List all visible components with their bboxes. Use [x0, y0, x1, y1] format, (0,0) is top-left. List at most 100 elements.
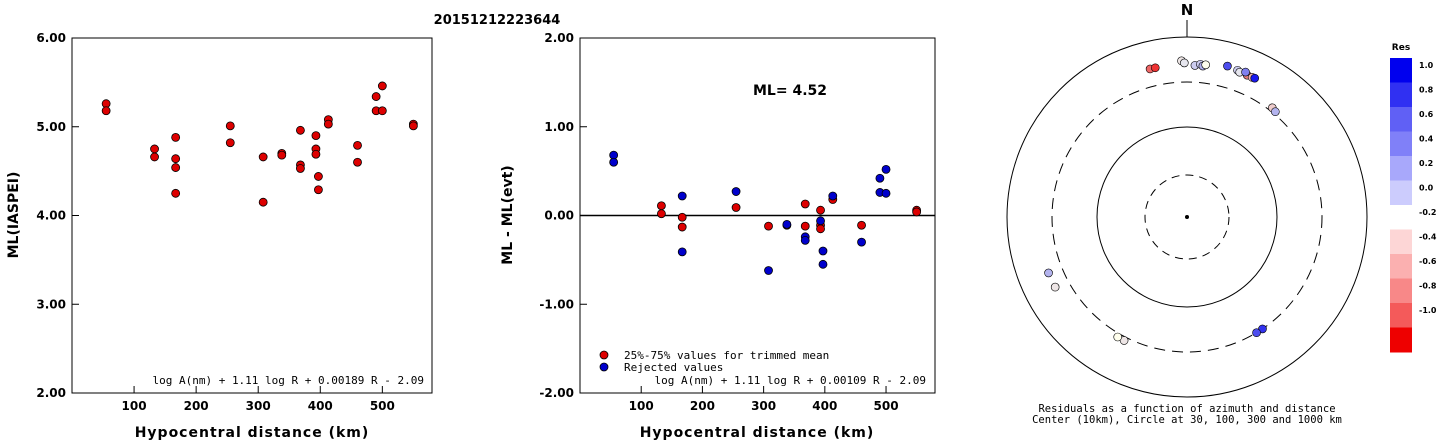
colorbar-swatch — [1390, 278, 1412, 304]
data-point — [912, 207, 922, 217]
data-point — [258, 197, 268, 207]
data-point — [800, 221, 810, 231]
colorbar-swatch — [1390, 254, 1412, 279]
colorbar: Res 1.0 0.8 0.6 0.4 0.2 0.0 -0.2 -0.4 -0.6 -0.8 -1… — [1390, 43, 1437, 353]
station-point — [1150, 63, 1160, 73]
colorbar-swatch — [1390, 82, 1412, 108]
data-point — [323, 119, 333, 129]
colorbar-tick-label: 0.6 — [1419, 110, 1434, 119]
station-point — [1044, 268, 1053, 278]
data-point — [371, 92, 381, 101]
left-x-tick-labels: 100 200 300 400 500 — [122, 386, 395, 413]
colorbar-tick-label: -0.8 — [1419, 282, 1437, 291]
middle-data-points — [609, 150, 922, 275]
data-point — [311, 149, 321, 159]
data-point — [150, 144, 159, 154]
colorbar-tick-label: -0.4 — [1419, 233, 1437, 242]
data-point — [171, 163, 181, 172]
colorbar-swatch — [1390, 156, 1412, 181]
y-tick-label: -2.00 — [539, 386, 574, 400]
data-point — [816, 205, 825, 215]
data-point — [150, 152, 159, 162]
station-point — [1201, 60, 1210, 70]
ml-annotation: ML= 4.52 — [753, 83, 827, 99]
left-x-axis-label: Hypocentral distance (km) — [135, 425, 370, 441]
y-tick-label: 5.00 — [36, 120, 66, 134]
data-point — [101, 106, 111, 116]
colorbar-tick-label: 0.8 — [1419, 86, 1434, 95]
data-point — [258, 152, 268, 162]
data-point — [881, 188, 891, 198]
colorbar-tick-label: 1.0 — [1419, 61, 1434, 70]
x-tick-label: 100 — [122, 399, 147, 413]
data-point — [296, 125, 305, 135]
polar-panel: N Residuals as a function of azimuth and… — [1006, 1, 1368, 426]
data-point — [816, 216, 825, 226]
left-panel: 2.00 3.00 4.00 5.00 6.00 100 200 300 400 500 ML(… — [6, 31, 433, 441]
data-point — [800, 235, 810, 245]
middle-y-axis-label: ML - ML(evt) — [500, 165, 516, 264]
data-point — [353, 157, 362, 167]
colorbar-swatch — [1390, 229, 1412, 255]
data-point — [225, 121, 235, 131]
middle-y-tick-labels: -2.00 -1.00 0.00 1.00 2.00 — [539, 31, 587, 400]
y-tick-label: 4.00 — [36, 209, 66, 223]
x-tick-label: 500 — [370, 399, 395, 413]
left-data-points — [101, 81, 418, 207]
station-point — [1271, 107, 1280, 117]
colorbar-swatch — [1390, 58, 1412, 83]
data-point — [731, 187, 741, 196]
station-point — [1050, 282, 1060, 292]
data-point — [818, 246, 828, 256]
station-point — [1250, 73, 1260, 83]
data-point — [657, 201, 666, 211]
y-tick-label: 3.00 — [36, 297, 66, 311]
colorbar-swatch — [1390, 131, 1412, 157]
ring-300km — [1051, 81, 1323, 353]
data-point — [657, 209, 666, 219]
figure-title: 20151212223644 — [434, 13, 561, 28]
data-point — [353, 140, 362, 150]
ring-30km — [1144, 174, 1230, 260]
colorbar-swatch — [1390, 107, 1412, 132]
x-tick-label: 300 — [751, 399, 776, 413]
legend-rejected-marker — [599, 362, 609, 372]
polar-station-points — [1044, 56, 1280, 345]
data-point — [609, 157, 619, 167]
data-point — [677, 212, 687, 222]
colorbar-tick-label: -1.0 — [1419, 306, 1437, 315]
colorbar-tick-labels: 1.0 0.8 0.6 0.4 0.2 0.0 -0.2 -0.4 -0.6 -0.8 -1.0 — [1419, 61, 1437, 315]
y-tick-label: 2.00 — [36, 386, 66, 400]
left-formula: log A(nm) + 1.11 log R + 0.00189 R - 2.0… — [152, 374, 424, 387]
data-point — [377, 106, 387, 116]
x-tick-label: 500 — [874, 399, 899, 413]
colorbar-tick-label: 0.0 — [1419, 184, 1434, 193]
data-point — [857, 237, 866, 247]
data-point — [828, 191, 838, 201]
ring-1000km — [1006, 36, 1368, 398]
x-tick-label: 200 — [184, 399, 209, 413]
data-point — [408, 121, 418, 131]
station-point — [1252, 328, 1261, 338]
colorbar-swatch — [1390, 180, 1412, 206]
y-tick-label: -1.00 — [539, 297, 574, 311]
y-tick-label: 2.00 — [544, 31, 574, 45]
middle-x-tick-labels: 100 200 300 400 500 — [629, 386, 899, 413]
colorbar-tick-label: 0.2 — [1419, 159, 1433, 168]
x-tick-label: 300 — [246, 399, 271, 413]
colorbar-tick-label: -0.2 — [1419, 208, 1437, 217]
middle-panel: -2.00 -1.00 0.00 1.00 2.00 100 200 300 400 500 M… — [500, 31, 936, 441]
legend-rejected-label: Rejected values — [624, 361, 723, 374]
colorbar-swatch — [1390, 205, 1412, 230]
data-point — [677, 222, 687, 232]
legend-trimmed-marker — [599, 350, 609, 360]
data-point — [277, 150, 287, 160]
polar-caption-line2: Center (10km), Circle at 30, 100, 300 an… — [1032, 414, 1342, 426]
data-point — [764, 221, 773, 231]
epicenter-dot — [1185, 215, 1189, 219]
colorbar-swatch — [1390, 303, 1412, 328]
y-tick-label: 0.00 — [544, 209, 574, 223]
data-point — [857, 220, 866, 230]
data-point — [677, 247, 687, 257]
